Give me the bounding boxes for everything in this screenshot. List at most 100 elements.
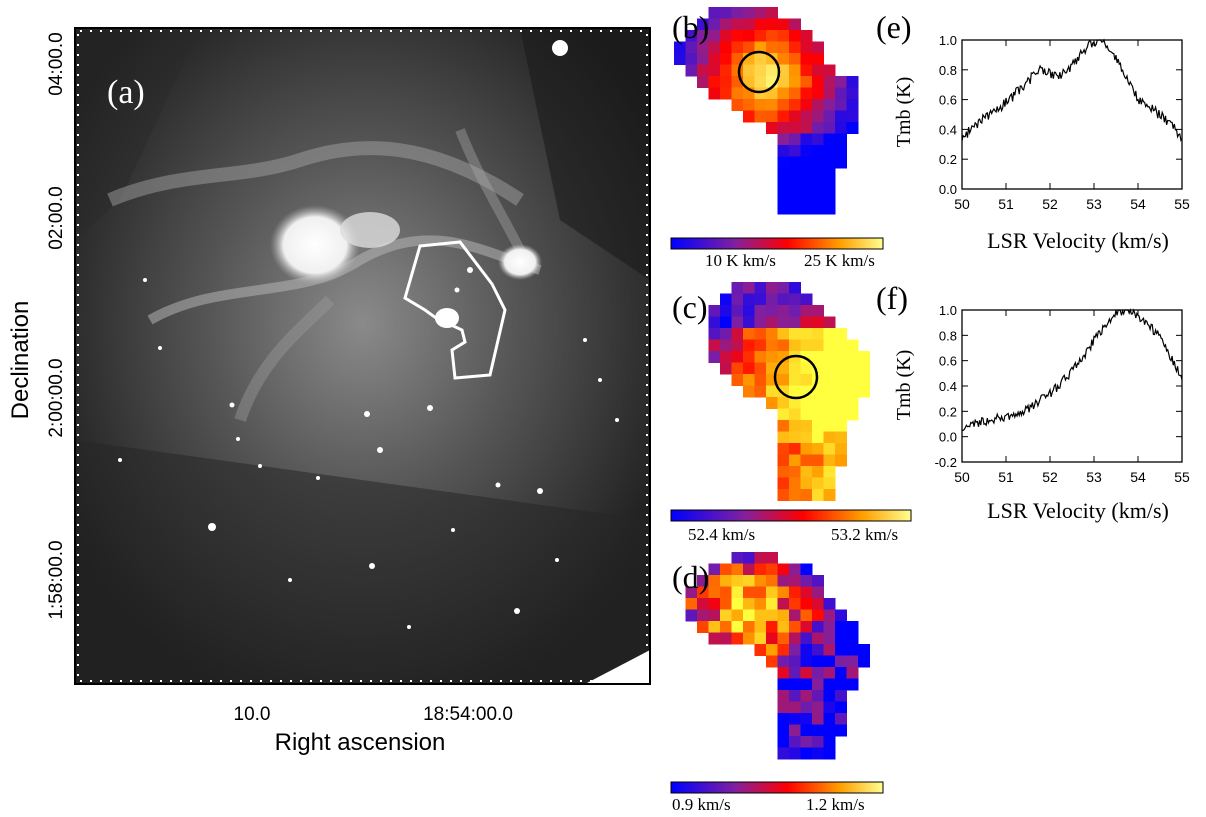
- map-pixel: [846, 385, 859, 398]
- map-pixel: [731, 563, 744, 576]
- map-pixel: [766, 351, 778, 363]
- map-pixel: [812, 305, 824, 317]
- x-tick-label: 50: [954, 469, 970, 485]
- map-pixel: [754, 64, 767, 77]
- map-pixel: [777, 41, 790, 54]
- map-pixel: [777, 53, 790, 65]
- map-pixel: [823, 133, 836, 146]
- map-pixel: [789, 466, 801, 478]
- map-pixel: [743, 18, 755, 31]
- x-tick-label: 53: [1086, 469, 1102, 485]
- map-pixel: [754, 99, 767, 111]
- map-pixel: [777, 293, 790, 306]
- map-pixel: [697, 598, 709, 610]
- colorbar-d: [670, 781, 884, 794]
- map-pixel: [812, 747, 824, 760]
- map-pixel: [812, 328, 824, 340]
- map-pixel: [720, 293, 732, 306]
- map-pixel: [720, 328, 732, 340]
- spectrum-line: [961, 38, 1183, 143]
- map-pixel: [789, 305, 801, 317]
- map-pixel: [789, 30, 801, 42]
- spectrum-e: (e) LSR Velocity (km/s) Tmb (K) 0.0 0.2 0.…: [876, 9, 1190, 253]
- map-pixel: [812, 76, 824, 88]
- map-pixel: [720, 7, 732, 19]
- map-pixel: [812, 575, 824, 587]
- map-pixel: [708, 586, 721, 599]
- map-pixel: [823, 621, 836, 633]
- map-pixel: [789, 397, 801, 409]
- map-pixel: [731, 339, 744, 352]
- map-pixel: [835, 420, 847, 432]
- map-pixel: [708, 305, 721, 317]
- map-pixel: [800, 99, 813, 111]
- map-pixel: [720, 351, 732, 363]
- map-pixel: [720, 305, 732, 317]
- map-pixel: [777, 351, 790, 363]
- map-pixel: [789, 202, 801, 215]
- map-pixel: [789, 122, 801, 134]
- map-pixel: [743, 632, 755, 645]
- map-pixel: [800, 477, 813, 490]
- map-pixel: [823, 202, 836, 215]
- map-pixel: [766, 339, 778, 352]
- map-pixel: [823, 724, 836, 737]
- map-pixel: [812, 420, 824, 432]
- map-pixel: [800, 575, 813, 587]
- map-pixel: [685, 64, 698, 77]
- map-pixel: [835, 713, 847, 725]
- colorbar-c-tick: 53.2 km/s: [831, 525, 898, 544]
- map-pixel: [743, 305, 755, 317]
- map-pixel: [777, 713, 790, 725]
- map-pixel: [823, 156, 836, 169]
- map-pixel: [789, 41, 801, 54]
- map-pixel: [789, 87, 801, 100]
- map-pixel: [800, 133, 813, 146]
- map-pixel: [835, 133, 847, 146]
- map-pixel: [789, 53, 801, 65]
- map-pixel: [846, 408, 859, 421]
- map-d: [685, 552, 870, 760]
- map-pixel: [708, 563, 721, 576]
- map-pixel: [754, 632, 767, 645]
- map-pixel: [766, 609, 778, 622]
- map-pixel: [835, 443, 847, 455]
- y-tick-label: 02:00.0: [46, 186, 67, 249]
- map-pixel: [777, 305, 790, 317]
- map-pixel: [743, 76, 755, 88]
- map-pixel: [823, 374, 836, 386]
- map-pixel: [754, 305, 767, 317]
- map-pixel: [846, 351, 859, 363]
- map-pixel: [800, 431, 813, 444]
- map-pixel: [743, 110, 755, 123]
- map-pixel: [720, 316, 732, 329]
- map-pixel: [754, 374, 767, 386]
- y-tick-label: 1.0: [939, 33, 957, 48]
- map-pixel: [708, 621, 721, 633]
- map-pixel: [789, 443, 801, 455]
- map-pixel: [731, 99, 744, 111]
- map-pixel: [697, 41, 709, 54]
- map-pixel: [823, 168, 836, 180]
- map-pixel: [800, 586, 813, 599]
- map-pixel: [800, 305, 813, 317]
- map-pixel: [697, 586, 709, 599]
- y-tick-label: 1:58:00.0: [46, 540, 67, 619]
- y-tick-label: 1.0: [939, 303, 957, 318]
- map-pixel: [789, 713, 801, 725]
- y-axis-title: Tmb (K): [893, 77, 915, 148]
- map-pixel: [708, 339, 721, 352]
- map-pixel: [800, 293, 813, 306]
- map-pixel: [731, 609, 744, 622]
- map-pixel: [777, 678, 790, 691]
- map-pixel: [812, 443, 824, 455]
- map-pixel: [789, 191, 801, 203]
- map-pixel: [777, 133, 790, 146]
- map-pixel: [789, 362, 801, 375]
- map-pixel: [674, 53, 686, 65]
- map-pixel: [812, 632, 824, 645]
- colorbar-c-tick: 52.4 km/s: [688, 525, 755, 544]
- map-pixel: [697, 30, 709, 42]
- map-pixel: [743, 598, 755, 610]
- map-pixel: [800, 713, 813, 725]
